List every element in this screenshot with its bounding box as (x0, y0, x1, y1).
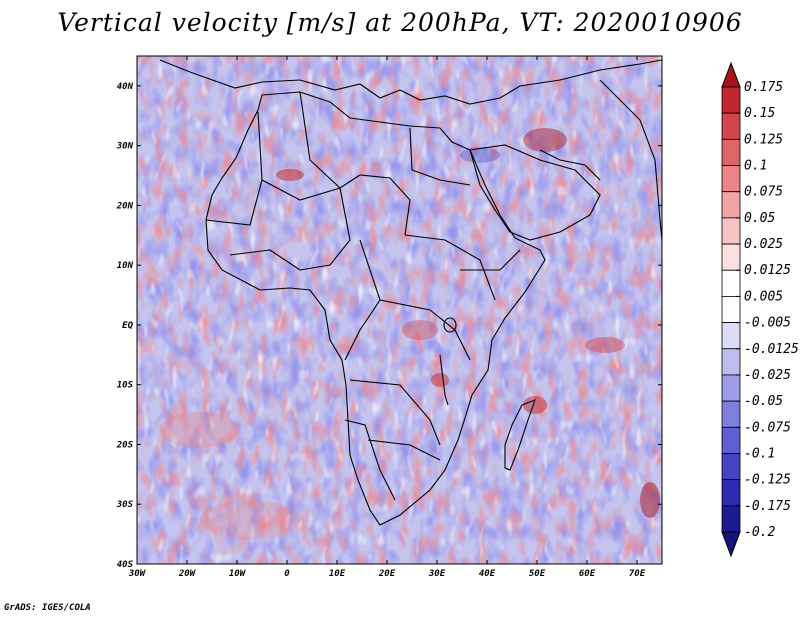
colorbar-label: -0.075 (744, 420, 791, 435)
colorbar-box (721, 165, 741, 193)
colorbar-box (721, 112, 741, 140)
colorbar-box (721, 426, 741, 454)
lon-tick-label: 10W (229, 569, 247, 579)
coastlines (159, 59, 662, 526)
colorbar-label: 0.05 (744, 211, 775, 226)
colorbar-label: 0.005 (744, 289, 783, 304)
lon-tick-label: 0 (284, 569, 290, 579)
colorbar-label: 0.1 (744, 159, 767, 174)
colorbar-box (721, 217, 741, 245)
colorbar-label: -0.125 (744, 473, 791, 488)
lon-tick-label: 70E (629, 569, 646, 579)
lat-tick-label: EQ (122, 321, 133, 331)
lat-tick-label: 30S (116, 500, 134, 510)
grads-credit: GrADS: IGES/COLA (4, 603, 91, 613)
lat-tick-label: 20S (116, 440, 134, 450)
colorbar-box (721, 505, 741, 533)
lat-tick-label: 10S (117, 381, 134, 391)
lat-tick-label: 10N (117, 261, 134, 271)
colorbar-box (721, 296, 741, 323)
colorbar-box (721, 191, 741, 219)
colorbar-label: -0.1 (744, 446, 775, 461)
lon-tick-label: 10E (329, 569, 346, 579)
lon-tick-label: 30E (428, 569, 446, 579)
colorbar-label: 0.025 (744, 237, 783, 252)
colorbar-label: -0.005 (744, 316, 791, 331)
colorbar-label: -0.025 (744, 368, 791, 383)
colorbar-box (721, 348, 741, 376)
colorbar-bottom-arrow (721, 531, 741, 558)
colorbar-label: -0.175 (744, 499, 791, 514)
colorbar-box (721, 138, 741, 166)
lat-tick-label: 40N (117, 82, 134, 92)
colorbar-top-arrow (721, 61, 741, 88)
plot-frame (136, 55, 663, 565)
colorbar-box (721, 374, 741, 402)
chart-title: Vertical velocity [m/s] at 200hPa, VT: 2… (57, 8, 743, 37)
colorbar: 0.175 0.15 0.125 0.1 0.075 0.05 0.025 0.0125 0.0… (721, 61, 799, 558)
colorbar-label: 0.15 (744, 106, 775, 121)
lon-tick-label: 20E (378, 569, 396, 579)
lon-tick-label: 30W (128, 569, 147, 579)
colorbar-box (721, 322, 741, 350)
lon-tick-label: 50E (529, 569, 546, 579)
colorbar-box (721, 86, 741, 114)
colorbar-label: -0.2 (744, 525, 775, 540)
lat-tick-label: 30N (116, 142, 134, 152)
lat-tick-label: 40S (117, 560, 134, 570)
colorbar-label: 0.075 (744, 185, 783, 200)
velocity-field (137, 56, 662, 564)
colorbar-label: -0.05 (744, 394, 783, 409)
lon-tick-label: 60E (579, 569, 596, 579)
colorbar-box (721, 400, 741, 428)
colorbar-box (721, 243, 741, 271)
lat-tick-label: 20N (116, 201, 134, 211)
colorbar-box (721, 479, 741, 507)
colorbar-label: -0.0125 (744, 342, 799, 357)
colorbar-label: 0.0125 (744, 263, 791, 278)
axis-ticks: 30W 20W 10W 0 10E 20E 30E 40E 50E 60E 70E 40N 30N 20N… (116, 56, 662, 579)
lon-tick-label: 40E (479, 569, 496, 579)
colorbar-label: 0.175 (744, 80, 783, 95)
lon-tick-label: 20W (178, 569, 197, 579)
colorbar-box (721, 453, 741, 481)
colorbar-box (721, 269, 741, 297)
colorbar-label: 0.125 (744, 132, 783, 147)
